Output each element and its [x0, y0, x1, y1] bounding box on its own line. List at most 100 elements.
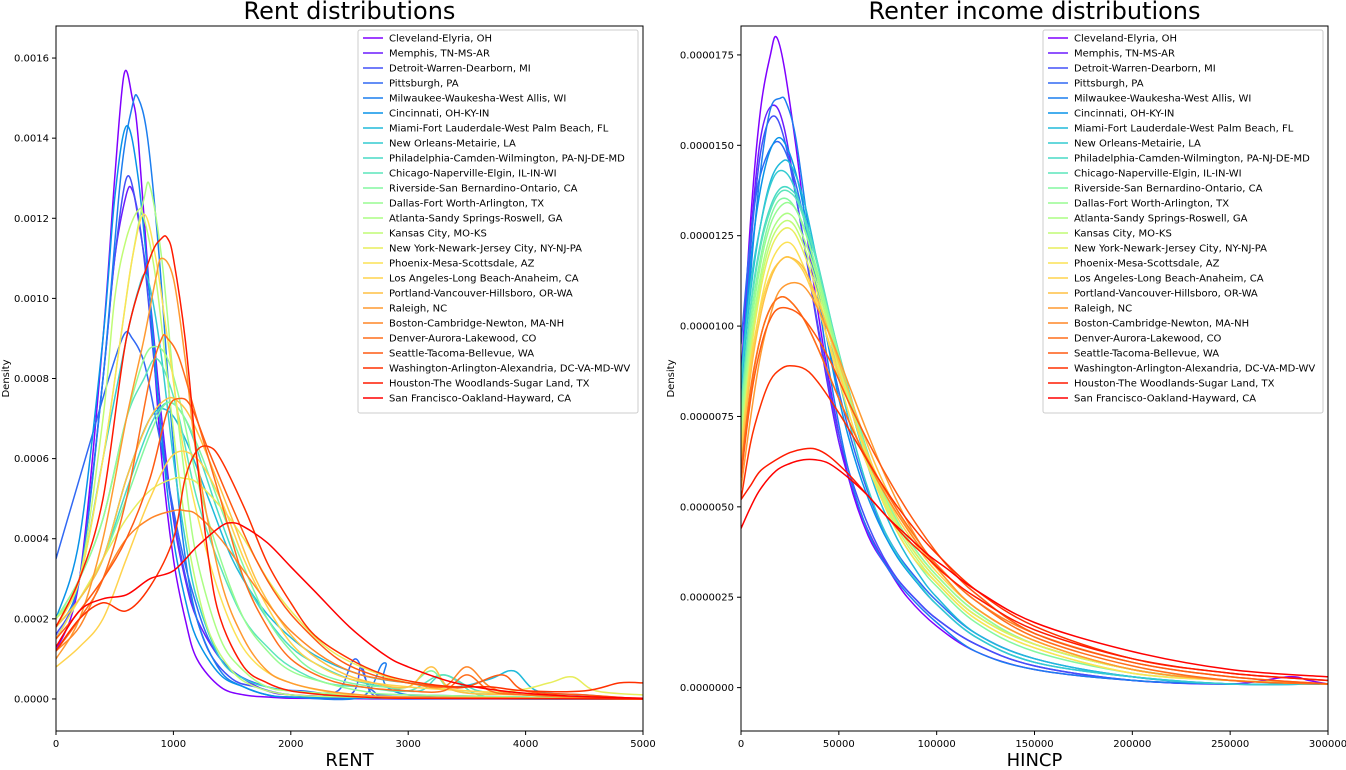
y-tick-label: 0.0008 — [14, 374, 49, 385]
legend-entry: Memphis, TN-MS-AR — [1074, 49, 1175, 60]
series-line-17 — [56, 450, 643, 700]
series-line-7 — [56, 407, 643, 700]
series-line-19 — [56, 257, 643, 700]
legend-entry: Raleigh, NC — [1074, 304, 1132, 315]
legend-entry: Philadelphia-Camden-Wilmington, PA-NJ-DE… — [389, 154, 625, 165]
series-line-21 — [741, 295, 1328, 685]
legend-entry: Kansas City, MO-KS — [1074, 229, 1172, 240]
y-tick-label: 0.0014 — [14, 134, 49, 145]
y-tick-label: 0.0000000 — [680, 683, 734, 694]
series-line-5 — [741, 96, 1328, 686]
series-line-22 — [741, 306, 1328, 685]
legend-entry: Milwaukee-Waukesha-West Allis, WI — [389, 94, 566, 105]
x-tick-label: 0 — [738, 739, 744, 750]
series-line-8 — [741, 169, 1328, 686]
x-tick-label: 100000 — [918, 739, 956, 750]
legend-entry: Denver-Aurora-Lakewood, CO — [1074, 334, 1222, 345]
series-line-6 — [56, 125, 643, 700]
series-line-23 — [56, 445, 643, 693]
legend-entry: Cincinnati, OH-KY-IN — [1074, 109, 1174, 120]
legend-entry: Los Angeles-Long Beach-Anaheim, CA — [1074, 274, 1264, 285]
x-tick-label: 3000 — [395, 739, 420, 750]
series-line-11 — [56, 401, 643, 700]
series-line-18 — [56, 396, 643, 700]
y-tick-label: 0.0000175 — [680, 50, 734, 61]
series-line-24 — [56, 235, 643, 700]
legend-entry: New Orleans-Metairie, LA — [389, 139, 516, 150]
legend-entry: Philadelphia-Camden-Wilmington, PA-NJ-DE… — [1074, 154, 1310, 165]
y-tick-label: 0.0016 — [14, 54, 49, 65]
x-tick-label: 150000 — [1015, 739, 1053, 750]
series-line-15 — [56, 476, 643, 696]
y-tick-label: 0.0000150 — [680, 141, 734, 152]
legend-entry: Portland-Vancouver-Hillsboro, OR-WA — [389, 289, 573, 300]
y-tick-label: 0.0004 — [14, 534, 49, 545]
legend-entry: Houston-The Woodlands-Sugar Land, TX — [389, 379, 590, 390]
legend-entry: Detroit-Warren-Dearborn, MI — [1074, 64, 1216, 75]
legend: Cleveland-Elyria, OH Memphis, TN-MS-AR Det… — [1042, 29, 1324, 414]
series-line-4 — [56, 330, 643, 700]
series-line-25 — [56, 521, 643, 699]
legend-entry: Atlanta-Sandy Springs-Roswell, GA — [1074, 214, 1248, 225]
y-tick-label: 0.0010 — [14, 294, 49, 305]
legend-entry: San Francisco-Oakland-Hayward, CA — [389, 394, 571, 405]
series-line-24 — [741, 447, 1328, 682]
legend-entry: Miami-Fort Lauderdale-West Palm Beach, F… — [1074, 124, 1294, 135]
series-line-23 — [741, 365, 1328, 682]
y-tick-label: 0.0006 — [14, 454, 49, 465]
legend-entry: San Francisco-Oakland-Hayward, CA — [1074, 394, 1256, 405]
y-axis-label: Density — [666, 359, 677, 397]
y-tick-label: 0.0000 — [14, 694, 49, 705]
legend-entry: Chicago-Naperville-Elgin, IL-IN-WI — [1074, 169, 1242, 180]
legend-entry: New Orleans-Metairie, LA — [1074, 139, 1201, 150]
series-line-16 — [56, 213, 643, 700]
legend-entry: Miami-Fort Lauderdale-West Palm Beach, F… — [389, 124, 609, 135]
x-tick-label: 50000 — [823, 739, 855, 750]
legend-entry: Cincinnati, OH-KY-IN — [389, 109, 489, 120]
y-tick-label: 0.0000100 — [680, 322, 734, 333]
x-tick-label: 200000 — [1113, 739, 1151, 750]
y-tick-label: 0.0002 — [14, 614, 49, 625]
legend-entry: Boston-Cambridge-Newton, MA-NH — [1074, 319, 1249, 330]
legend-entry: Milwaukee-Waukesha-West Allis, WI — [1074, 94, 1251, 105]
chart-panel-2: Renter income distributions HINCP Density 0… — [666, 0, 1346, 770]
x-axis-label: RENT — [325, 750, 374, 770]
legend-entry: Phoenix-Mesa-Scottsdale, AZ — [1074, 259, 1220, 270]
chart-title: Renter income distributions — [868, 0, 1200, 25]
x-tick-label: 2000 — [278, 739, 303, 750]
x-tick-label: 300000 — [1309, 739, 1346, 750]
chart-title: Rent distributions — [244, 0, 456, 25]
y-tick-label: 0.0000050 — [680, 502, 734, 513]
legend-entry: Riverside-San Bernardino-Ontario, CA — [389, 184, 578, 195]
legend-entry: Denver-Aurora-Lakewood, CO — [389, 334, 537, 345]
legend-entry: Cleveland-Elyria, OH — [1074, 34, 1177, 45]
y-axis-label: Density — [1, 359, 12, 397]
x-tick-label: 5000 — [630, 739, 655, 750]
legend-entry: Dallas-Fort Worth-Arlington, TX — [1074, 199, 1229, 210]
legend-entry: Cleveland-Elyria, OH — [389, 34, 492, 45]
series-line-25 — [741, 458, 1328, 678]
legend-entry: Kansas City, MO-KS — [389, 229, 487, 240]
x-tick-label: 250000 — [1211, 739, 1249, 750]
chart-panel-1: Rent distributions RENT Density 0 1000 2000 30… — [1, 0, 656, 770]
legend-entry: Raleigh, NC — [389, 304, 447, 315]
legend-entry: Pittsburgh, PA — [389, 79, 459, 90]
legend-entry: Chicago-Naperville-Elgin, IL-IN-WI — [389, 169, 557, 180]
x-tick-label: 0 — [53, 739, 59, 750]
y-tick-label: 0.0000025 — [680, 593, 734, 604]
legend-box — [1042, 29, 1324, 414]
x-tick-label: 1000 — [161, 739, 186, 750]
series-line-22 — [56, 397, 643, 700]
legend-entry: Pittsburgh, PA — [1074, 79, 1144, 90]
legend-box — [357, 29, 639, 414]
series-line-9 — [56, 401, 643, 700]
series-group — [56, 69, 643, 701]
series-line-20 — [56, 509, 643, 700]
y-tick-label: 0.0000125 — [680, 231, 734, 242]
y-tick-label: 0.0000075 — [680, 412, 734, 423]
legend-entry: Riverside-San Bernardino-Ontario, CA — [1074, 184, 1263, 195]
legend-entry: Washington-Arlington-Alexandria, DC-VA-M… — [389, 364, 630, 375]
legend-entry: Phoenix-Mesa-Scottsdale, AZ — [389, 259, 535, 270]
legend: Cleveland-Elyria, OH Memphis, TN-MS-AR Det… — [357, 29, 639, 414]
